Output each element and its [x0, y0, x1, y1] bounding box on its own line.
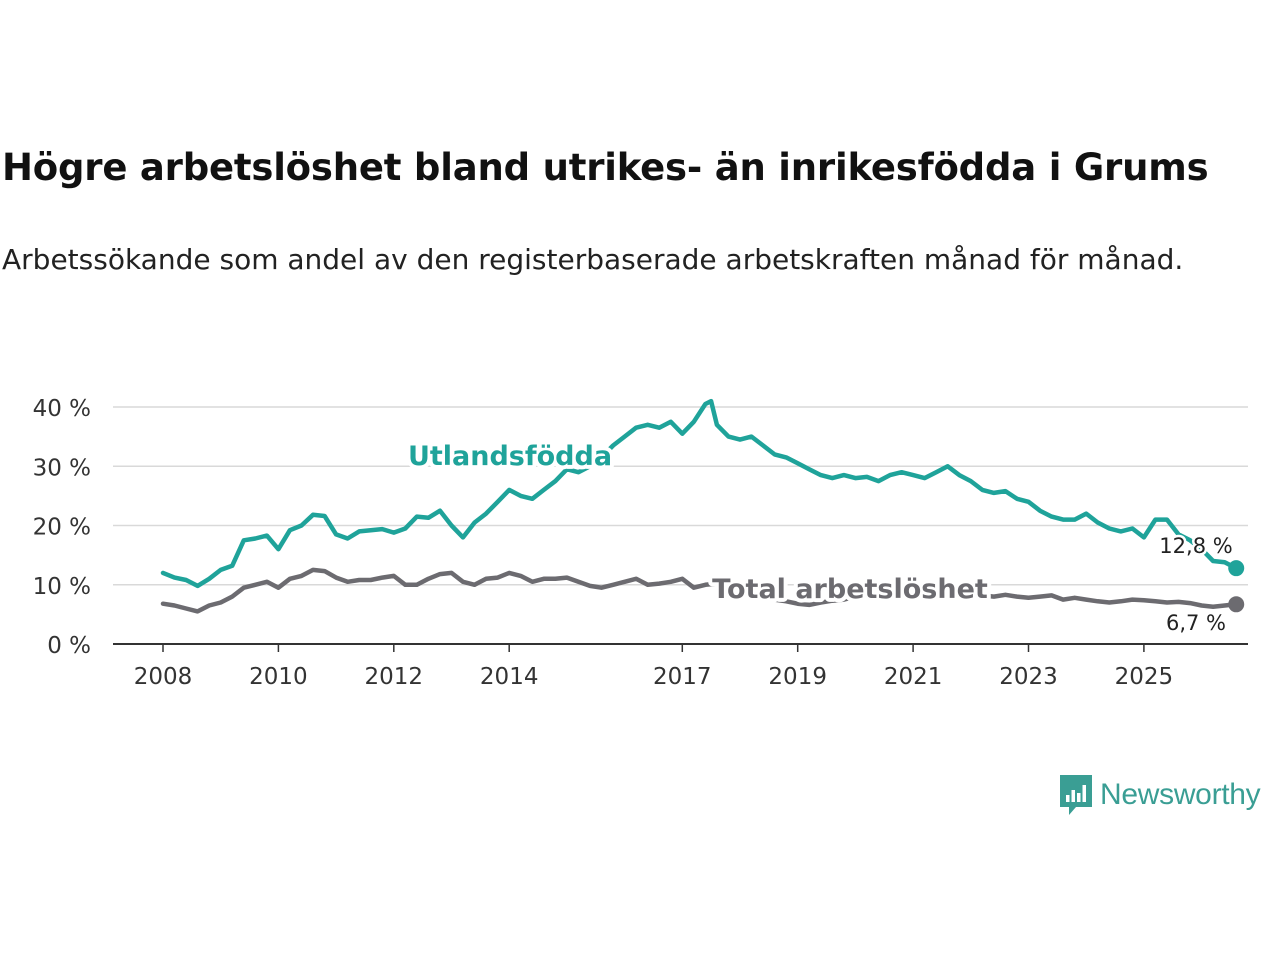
- y-tick-label-30: 30 %: [33, 455, 91, 481]
- end-label-utlandsfodda: 12,8 %: [1159, 534, 1232, 558]
- x-tick-label-2014: 2014: [480, 664, 539, 690]
- series-name-total: Total arbetslöshet: [712, 574, 988, 605]
- series: [160, 398, 1245, 614]
- gridlines: [113, 406, 1248, 586]
- brand-name: Newsworthy: [1100, 778, 1261, 811]
- x-tick-label-2012: 2012: [365, 664, 424, 690]
- x-tick-label-2017: 2017: [653, 664, 712, 690]
- y-tick-label-20: 20 %: [33, 515, 91, 541]
- chart-title: Högre arbetslöshet bland utrikes- än inr…: [2, 146, 1209, 189]
- series-line-utlandsfodda: [160, 398, 1239, 589]
- y-tick-label-10: 10 %: [33, 574, 91, 600]
- end-label-total: 6,7 %: [1166, 611, 1226, 635]
- axes: 0 % 10 % 20 % 30 % 40 % 2008 2010 2012 2014 2017 2…: [33, 396, 1248, 690]
- chart-subtitle: Arbetssökande som andel av den registerb…: [2, 243, 1184, 276]
- x-tick-label-2025: 2025: [1115, 664, 1174, 690]
- series-endpoint-total: [1228, 596, 1245, 613]
- x-tick-label-2023: 2023: [999, 664, 1058, 690]
- x-tick-label-2021: 2021: [884, 664, 943, 690]
- series-line-total: [160, 567, 1239, 614]
- x-tick-label-2008: 2008: [134, 664, 193, 690]
- newsworthy-logo-icon: [1060, 775, 1092, 815]
- x-tick-label-2010: 2010: [249, 664, 308, 690]
- y-tick-label-0: 0 %: [47, 633, 91, 659]
- x-tick-label-2019: 2019: [768, 664, 827, 690]
- series-endpoint-utlandsfodda: [1228, 560, 1245, 577]
- series-name-utlandsfodda: Utlandsfödda: [408, 441, 612, 472]
- series-labels: Utlandsfödda Total arbetslöshet 12,8 % 6,7 …: [404, 437, 1235, 638]
- y-tick-label-40: 40 %: [33, 396, 91, 422]
- newsworthy-logo[interactable]: Newsworthy: [1058, 773, 1261, 817]
